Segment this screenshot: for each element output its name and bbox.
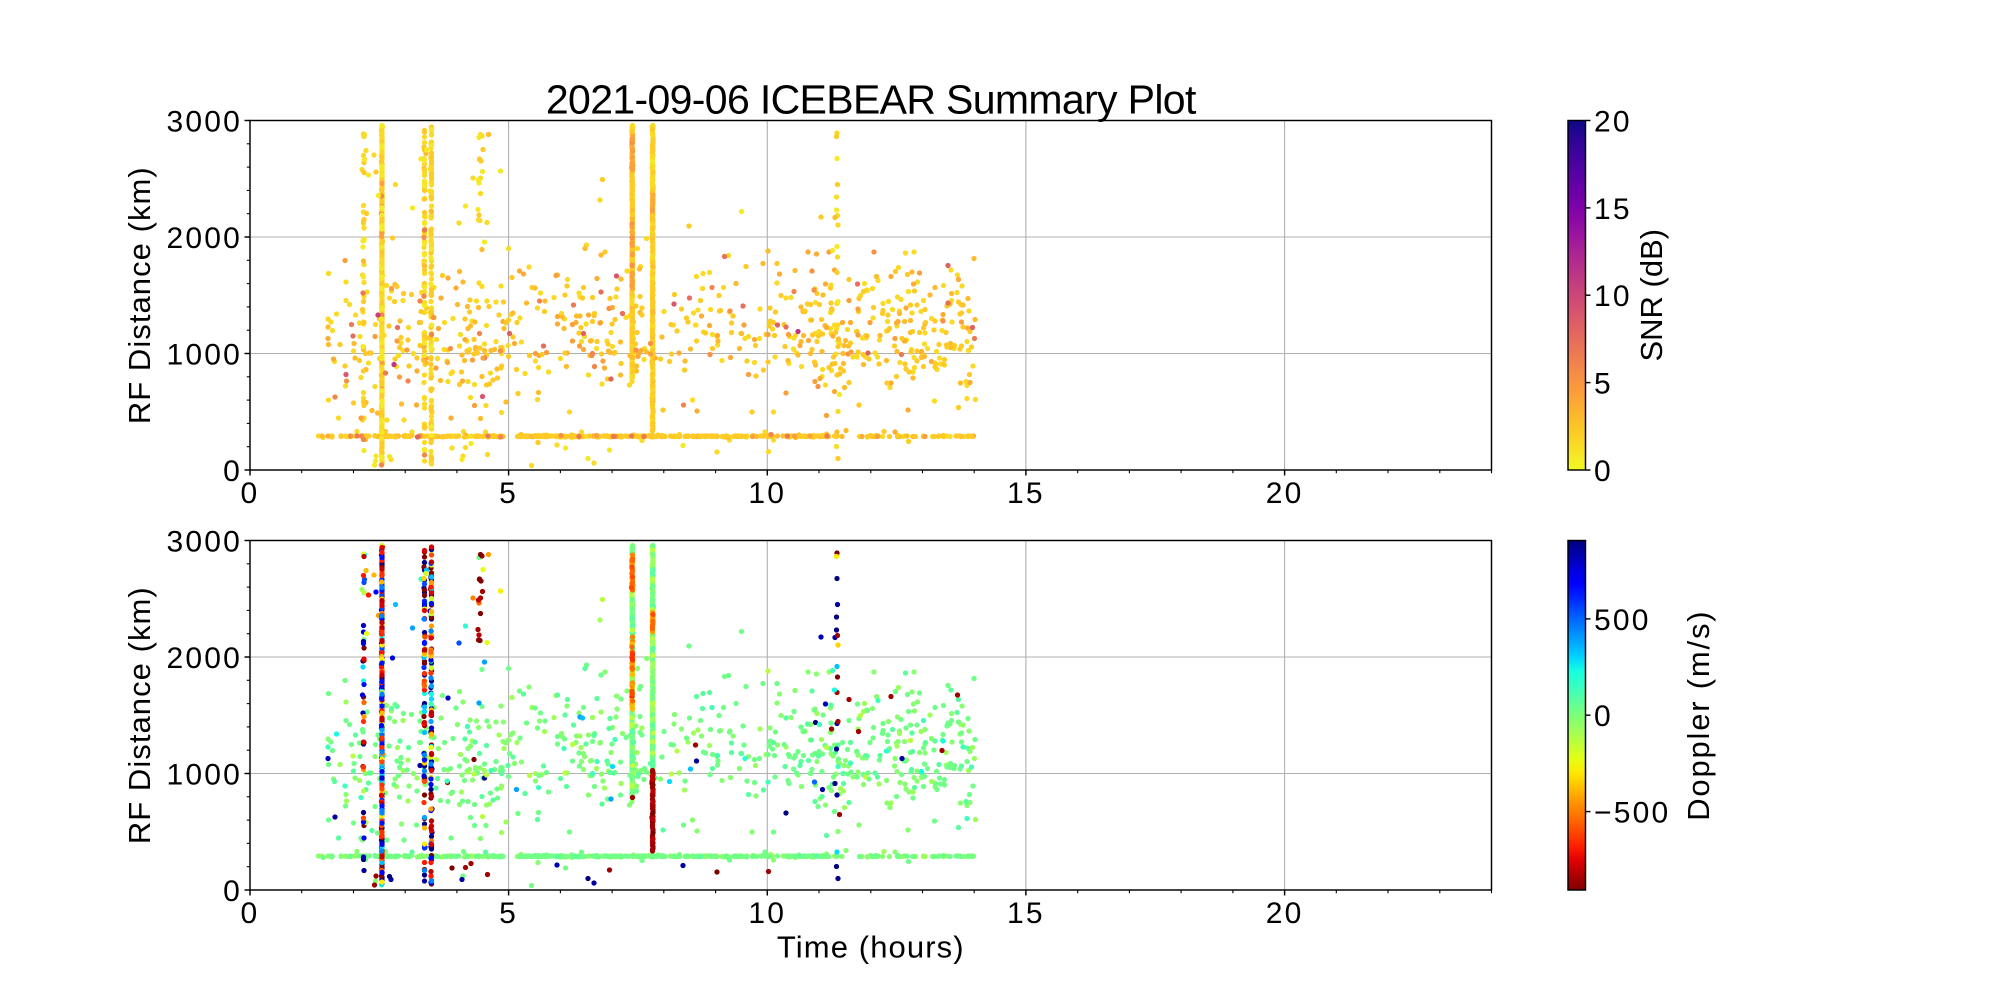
svg-text:500: 500 <box>1594 604 1651 637</box>
svg-text:15: 15 <box>1594 193 1632 226</box>
svg-text:10: 10 <box>1594 280 1632 313</box>
svg-text:15: 15 <box>1007 897 1045 930</box>
svg-text:5: 5 <box>499 897 518 930</box>
svg-text:0: 0 <box>241 897 260 930</box>
svg-text:1000: 1000 <box>166 759 242 792</box>
svg-text:2000: 2000 <box>166 642 242 675</box>
svg-text:2000: 2000 <box>166 222 242 255</box>
svg-text:0: 0 <box>223 455 242 488</box>
svg-text:SNR (dB): SNR (dB) <box>1634 229 1669 362</box>
svg-text:0: 0 <box>1594 700 1613 733</box>
svg-text:0: 0 <box>241 477 260 510</box>
svg-text:2021-09-06 ICEBEAR Summary Plo: 2021-09-06 ICEBEAR Summary Plot <box>546 77 1197 123</box>
svg-text:0: 0 <box>223 875 242 908</box>
svg-text:RF Distance (km): RF Distance (km) <box>122 586 157 844</box>
svg-text:Doppler (m/s): Doppler (m/s) <box>1681 610 1716 821</box>
svg-text:Time (hours): Time (hours) <box>777 930 965 965</box>
svg-text:20: 20 <box>1266 477 1304 510</box>
svg-text:15: 15 <box>1007 477 1045 510</box>
svg-text:10: 10 <box>748 477 786 510</box>
svg-text:3000: 3000 <box>166 526 242 559</box>
svg-text:20: 20 <box>1266 897 1304 930</box>
svg-text:5: 5 <box>499 477 518 510</box>
svg-text:0: 0 <box>1594 455 1613 488</box>
svg-text:RF Distance (km): RF Distance (km) <box>122 166 157 424</box>
svg-text:1000: 1000 <box>166 339 242 372</box>
svg-text:−500: −500 <box>1594 797 1670 830</box>
svg-text:20: 20 <box>1594 106 1632 139</box>
svg-text:5: 5 <box>1594 368 1613 401</box>
svg-text:10: 10 <box>748 897 786 930</box>
svg-text:3000: 3000 <box>166 106 242 139</box>
